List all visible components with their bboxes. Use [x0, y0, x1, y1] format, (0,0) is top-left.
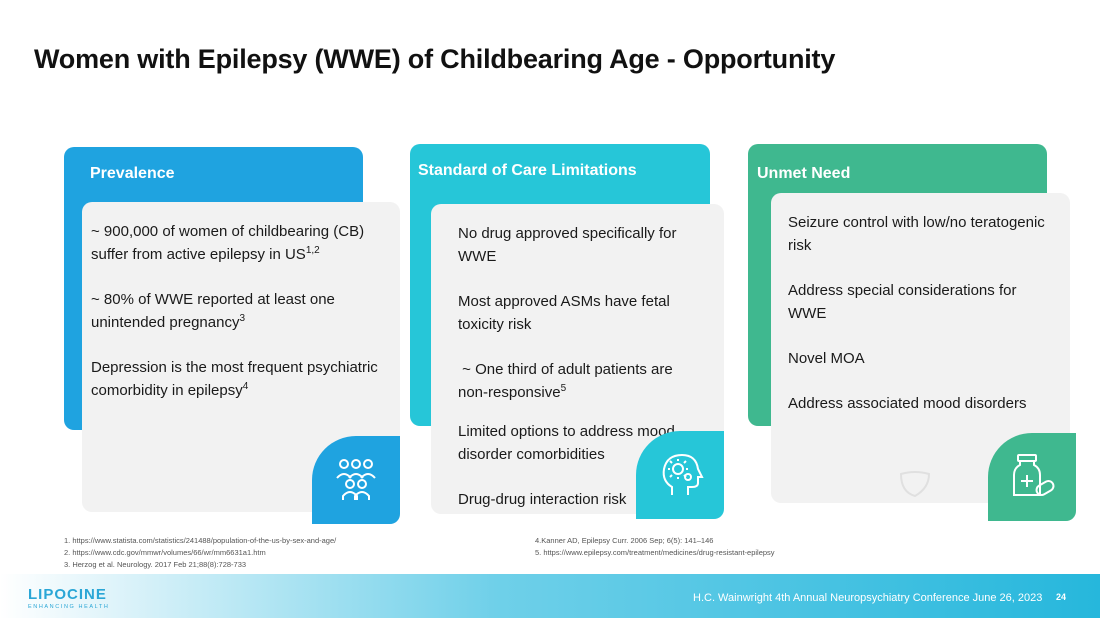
footer-bar: LIPOCINE ENHANCING HEALTH H.C. Wainwrigh… [0, 574, 1100, 618]
unmet-item: Novel MOA [788, 350, 865, 367]
page-number: 24 [1056, 592, 1067, 602]
reference-line: 1. https://www.statista.com/statistics/2… [64, 536, 337, 545]
standard-item: Drug-drug interaction risk [458, 491, 627, 508]
standard-label: Standard of Care Limitations [418, 162, 637, 179]
unmet-label: Unmet Need [757, 165, 851, 182]
slide-title: Women with Epilepsy (WWE) of Childbearin… [34, 44, 836, 74]
liver-icon [899, 471, 931, 498]
prevalence-item: ~ 900,000 of women of childbearing (CB) … [91, 223, 365, 263]
reference-line: 4.Kanner AD, Epilepsy Curr. 2006 Sep; 6(… [535, 536, 714, 545]
company-tagline: ENHANCING HEALTH [28, 604, 110, 610]
prevalence-card-body: ~ 900,000 of women of childbearing (CB) … [82, 202, 400, 512]
standard-item: Most approved ASMs have fetal toxicity r… [458, 293, 670, 333]
unmet-badge [988, 433, 1076, 521]
medicine-bottle-icon [1013, 454, 1055, 496]
prevalence-badge [312, 436, 400, 524]
standard-item: No drug approved specifically for WWE [458, 225, 677, 265]
unmet-item: Address associated mood disorders [788, 395, 1027, 412]
references-left: 1. https://www.statista.com/statistics/2… [64, 535, 336, 571]
prevalence-item: Depression is the most frequent psychiat… [91, 359, 378, 399]
standard-item: Limited options to address mood disorder… [458, 423, 675, 463]
company-logo: LIPOCINE [28, 586, 107, 603]
reference-line: 5. https://www.epilepsy.com/treatment/me… [535, 548, 775, 557]
unmet-item: Address special considerations for WWE [788, 282, 1017, 322]
prevalence-item: ~ 80% of WWE reported at least one unint… [91, 291, 335, 331]
people-group-icon [336, 459, 376, 500]
reference-line: 3. Herzog et al. Neurology. 2017 Feb 21;… [64, 560, 247, 569]
prevalence-label: Prevalence [90, 165, 175, 182]
conference-text: H.C. Wainwright 4th Annual Neuropsychiat… [693, 592, 1043, 604]
references-right: 4.Kanner AD, Epilepsy Curr. 2006 Sep; 6(… [535, 535, 775, 559]
unmet-item: Seizure control with low/no teratogenic … [788, 214, 1045, 254]
reference-line: 2. https://www.cdc.gov/mmwr/volumes/66/w… [64, 548, 266, 557]
head-gears-icon [662, 453, 704, 495]
standard-badge [636, 431, 724, 519]
standard-item: ~ One third of adult patients are non-re… [458, 361, 677, 401]
